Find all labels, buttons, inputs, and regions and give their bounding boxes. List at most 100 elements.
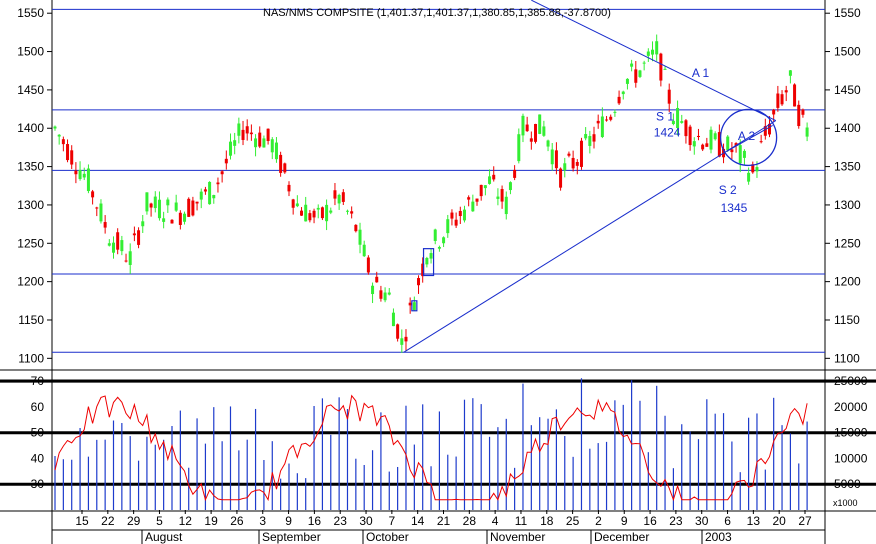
- candle-body: [95, 207, 99, 209]
- candle-body: [283, 163, 287, 173]
- candle-body: [751, 164, 755, 173]
- y-tick-label-left: 1550: [17, 6, 44, 20]
- x-day-label: 16: [308, 514, 322, 528]
- candle-body: [375, 276, 379, 283]
- candle-body: [266, 128, 270, 141]
- candle-body: [220, 171, 224, 175]
- candle-body: [709, 129, 713, 150]
- volume-tick-label: 5000: [834, 477, 861, 491]
- y-tick-label-right: 1100: [834, 351, 860, 365]
- candle-body: [270, 139, 274, 153]
- candle-body: [563, 163, 567, 171]
- candle-body: [538, 114, 542, 134]
- x-day-label: 26: [230, 514, 244, 528]
- candle-body: [111, 242, 115, 253]
- x-day-label: 15: [75, 514, 89, 528]
- volume-tick-label: 10000: [834, 451, 868, 465]
- candle-body: [742, 150, 746, 158]
- candle-body: [295, 203, 299, 207]
- candle-body: [605, 119, 609, 121]
- candle-body: [504, 196, 508, 215]
- candle-body: [525, 124, 529, 132]
- candle-body: [584, 134, 588, 139]
- candle-body: [404, 336, 408, 342]
- candle-body: [638, 70, 642, 77]
- candle-body: [571, 157, 575, 169]
- x-day-label: 29: [127, 514, 141, 528]
- x-day-label: 20: [772, 514, 786, 528]
- y-tick-label-right: 1200: [834, 275, 861, 289]
- candle-body: [82, 173, 86, 178]
- highlight-circle: [719, 108, 778, 167]
- candle-body: [659, 53, 663, 81]
- candle-body: [421, 263, 425, 277]
- candle-body: [274, 142, 278, 160]
- candle-body: [513, 169, 517, 178]
- candle-body: [772, 109, 776, 115]
- candle-body: [462, 209, 466, 221]
- candle-body: [692, 141, 696, 147]
- candle-body: [91, 191, 95, 198]
- candle-body: [730, 149, 734, 153]
- x-day-label: 3: [259, 514, 266, 528]
- y-tick-label-left: 1200: [17, 275, 44, 289]
- trendline: [531, 0, 776, 122]
- osc-tick-label: 40: [31, 451, 45, 465]
- candle-body: [529, 138, 533, 142]
- candle-body: [137, 230, 141, 245]
- x-day-label: 12: [179, 514, 193, 528]
- x-day-label: 11: [515, 514, 528, 528]
- candle-body: [446, 219, 450, 234]
- x-day-label: 7: [389, 514, 396, 528]
- x-day-label: 5: [156, 514, 163, 528]
- candle-body: [208, 181, 212, 205]
- candle-body: [362, 244, 366, 257]
- x-day-label: 6: [724, 514, 731, 528]
- y-tick-label-left: 1400: [17, 121, 44, 135]
- candle-body: [128, 251, 132, 265]
- x-day-label: 2: [595, 514, 602, 528]
- candle-body: [325, 204, 329, 222]
- candle-body: [797, 104, 801, 127]
- candle-body: [145, 192, 149, 212]
- candle-body: [726, 136, 730, 151]
- candle-body: [350, 211, 354, 214]
- candle-body: [471, 201, 475, 212]
- y-tick-label-right: 1300: [834, 198, 861, 212]
- candle-body: [483, 185, 487, 189]
- annotation-label: S 1: [656, 110, 674, 124]
- candle-body: [646, 51, 650, 56]
- candle-body: [705, 143, 709, 147]
- y-tick-label-right: 1500: [834, 45, 861, 59]
- candle-body: [245, 126, 249, 134]
- candle-body: [763, 126, 767, 136]
- y-tick-label-left: 1150: [18, 313, 44, 327]
- candle-body: [625, 78, 629, 84]
- candle-body: [780, 94, 784, 105]
- x-month-label: August: [145, 530, 183, 544]
- x-day-label: 23: [334, 514, 348, 528]
- candle-body: [801, 109, 805, 115]
- candle-body: [57, 134, 61, 137]
- candle-body: [61, 139, 65, 145]
- candle-body: [546, 140, 550, 147]
- candle-body: [291, 199, 295, 208]
- y-tick-label-left: 1250: [17, 236, 44, 250]
- candle-body: [237, 123, 241, 136]
- candle-body: [479, 184, 483, 197]
- volume-tick-label: 25000: [834, 374, 868, 388]
- candle-body: [379, 290, 383, 299]
- annotation-label: A 2: [738, 129, 756, 143]
- candle-body: [467, 197, 471, 200]
- candle-body: [320, 207, 324, 219]
- osc-tick-label: 60: [31, 400, 45, 414]
- candle-body: [408, 302, 412, 306]
- candle-body: [768, 123, 772, 135]
- annotation-label: A 1: [692, 66, 710, 80]
- candle-body: [442, 237, 446, 244]
- annotation-label: S 2: [719, 183, 737, 197]
- candle-body: [162, 218, 166, 222]
- candle-body: [195, 201, 199, 204]
- candle-body: [575, 162, 579, 166]
